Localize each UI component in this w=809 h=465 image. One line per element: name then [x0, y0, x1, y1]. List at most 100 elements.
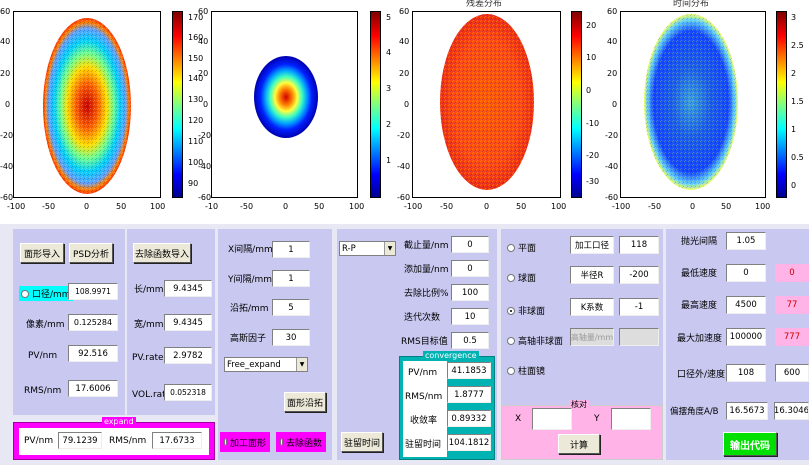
x-interval-field[interactable]: 1 [272, 241, 310, 258]
chevron-down-icon: ▼ [384, 242, 395, 255]
y-tick: 40 [198, 37, 209, 46]
y-tick: 60 [198, 7, 209, 16]
extension-field[interactable]: 5 [272, 299, 310, 316]
check-y-field[interactable] [611, 408, 651, 430]
x-tick: 0 [484, 202, 490, 211]
rms-goal-label: RMS目标值 [401, 337, 448, 347]
surface-extend-button[interactable]: 面形沿拓 [284, 392, 326, 412]
cbar-tick: 2.5 [791, 41, 804, 50]
expand-pv-field[interactable]: 79.1239 [58, 432, 102, 449]
cbar-tick: 1.5 [791, 97, 804, 106]
method-select[interactable]: R-P ▼ [339, 241, 396, 256]
process-aperture-label: 加工口径 [570, 236, 614, 254]
cbar-tick: 2 [791, 69, 797, 78]
add-field[interactable]: 0 [451, 260, 489, 277]
cbar-tick: 110 [188, 137, 204, 146]
iterations-label: 迭代次数 [404, 313, 441, 323]
radio-flat-label: 平面 [518, 244, 537, 254]
cbar-tick: 140 [188, 74, 204, 83]
x-tick: 100 [755, 202, 771, 211]
conv-rate-field[interactable]: 0.89332 [447, 410, 491, 427]
length-label: 长/mm [134, 285, 164, 295]
y-tick: 40 [399, 37, 410, 46]
radius-field[interactable]: -200 [619, 266, 659, 284]
tilt-a-field[interactable]: 16.5673 [726, 402, 768, 420]
x-tick: 100 [349, 202, 365, 211]
colorbar [370, 11, 381, 198]
x-tick: -100 [404, 202, 423, 211]
gauss-field[interactable]: 30 [272, 329, 310, 346]
rms-goal-field[interactable]: 0.5 [451, 332, 489, 349]
radio-hoasphere-label: 高轴非球面 [518, 337, 564, 347]
height-field[interactable] [619, 328, 659, 346]
max-speed-field[interactable]: 4500 [726, 296, 766, 314]
x-tick: -100 [7, 202, 26, 211]
tilt-b-field[interactable]: 16.3046 [774, 402, 809, 420]
y-tick: -20 [0, 131, 14, 140]
y-interval-field[interactable]: 1 [272, 270, 310, 287]
radio-surface[interactable]: 加工面形 [220, 432, 270, 452]
convergence-labels-bg [403, 361, 447, 457]
outer-speed-label: 口径外/速度 [677, 370, 726, 380]
y-tick: -60 [0, 193, 14, 202]
check-y-label: Y [594, 414, 600, 424]
vol-rate-field[interactable]: 0.052318 [164, 384, 212, 401]
ratio-field[interactable]: 100 [451, 284, 489, 301]
radio-cylinder[interactable]: 柱面镜 [507, 364, 545, 377]
expand-title: expand [102, 417, 136, 426]
conv-time-field[interactable]: 104.1812 [447, 434, 491, 451]
radio-sphere[interactable]: 球面 [507, 271, 536, 284]
y-tick: -20 [397, 131, 411, 140]
pv-rate-field[interactable]: 2.9782 [164, 347, 212, 364]
width-field[interactable]: 9.4345 [164, 314, 212, 331]
aperture-field[interactable]: 108.9971 [68, 283, 118, 300]
import-removal-button[interactable]: 去除函数导入 [133, 243, 191, 263]
k-coefficient-field[interactable]: -1 [619, 298, 659, 316]
cbar-tick: 1 [791, 125, 797, 134]
cbar-tick: 3 [386, 84, 392, 93]
process-aperture-field[interactable]: 118 [619, 236, 659, 254]
radius-label: 半径R [570, 266, 614, 284]
x-tick: -50 [648, 202, 662, 211]
ratio-label: 去除比例% [404, 289, 449, 299]
max-acc-field[interactable]: 100000 [726, 328, 766, 346]
add-label: 添加量/nm [404, 265, 449, 275]
conv-pv-field[interactable]: 41.1853 [447, 362, 491, 379]
cutoff-field[interactable]: 0 [451, 236, 489, 253]
aperture-radio[interactable]: 口径/mm [19, 286, 73, 301]
psd-analysis-button[interactable]: PSD分析 [69, 243, 113, 263]
y-tick: -40 [605, 162, 619, 171]
import-surface-button[interactable]: 面形导入 [20, 243, 64, 263]
output-code-button[interactable]: 输出代码 [723, 432, 777, 456]
y-interval-label: Y间隔/mm [228, 275, 273, 285]
cbar-tick: 170 [188, 13, 204, 22]
min-speed-field[interactable]: 0 [726, 264, 766, 282]
pv-field[interactable]: 92.516 [68, 345, 118, 362]
cbar-tick: 120 [188, 116, 204, 125]
chevron-down-icon: ▼ [296, 358, 307, 371]
check-x-field[interactable] [532, 408, 572, 430]
x-tick: -50 [440, 202, 454, 211]
length-field[interactable]: 9.4345 [164, 280, 212, 297]
colorbar [172, 11, 183, 198]
radio-high-order-asphere[interactable]: 高轴非球面 [507, 334, 563, 347]
expand-rms-label: RMS/nm [109, 436, 147, 446]
radio-flat[interactable]: 平面 [507, 241, 536, 254]
residual-plot-axes [412, 11, 561, 198]
radio-removal[interactable]: 去除函数 [276, 432, 326, 452]
iterations-field[interactable]: 10 [451, 308, 489, 325]
rms-field[interactable]: 17.6006 [68, 380, 118, 397]
expand-rms-field[interactable]: 17.6733 [152, 432, 202, 449]
dwell-time-button[interactable]: 驻留时间 [341, 432, 383, 452]
method-value: R-P [342, 243, 356, 254]
expand-mode-select[interactable]: Free_expand ▼ [224, 357, 308, 372]
y-tick: 0 [612, 100, 618, 109]
pixel-field[interactable]: 0.125284 [68, 314, 118, 331]
raster-field[interactable]: 1.05 [726, 232, 766, 250]
outer-speed-field[interactable]: 108 [726, 364, 766, 382]
conv-rms-field[interactable]: 1.8777 [447, 386, 491, 403]
y-tick: 40 [0, 37, 11, 46]
radio-asphere[interactable]: 非球面 [507, 304, 545, 317]
outer-speed-extra-field[interactable]: 600 [775, 364, 809, 382]
calculate-button[interactable]: 计算 [558, 434, 600, 454]
